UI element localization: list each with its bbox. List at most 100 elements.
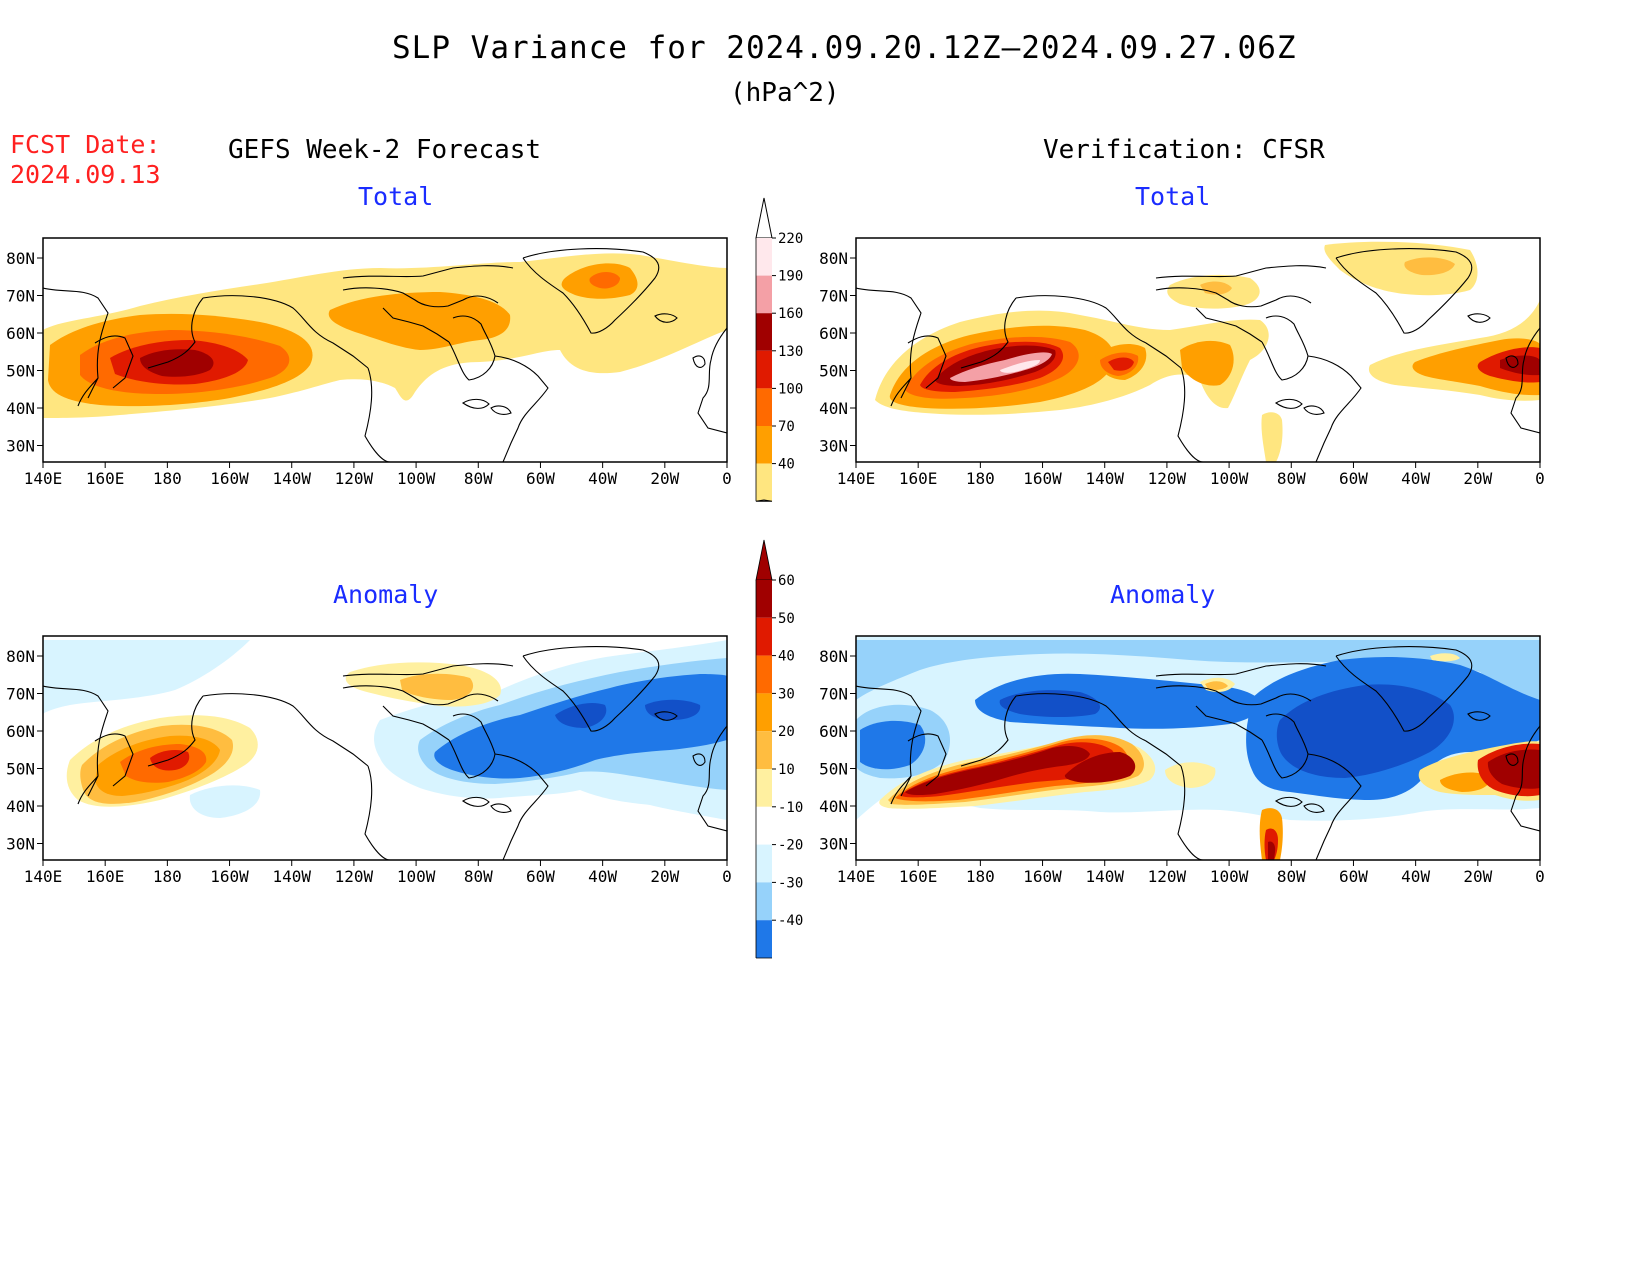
lat-label: 70N — [819, 685, 848, 704]
colorbar-label: 190 — [778, 269, 803, 285]
colorbar-label: 50 — [778, 611, 795, 627]
colorbar-label: 10 — [778, 762, 795, 778]
colorbar-label: 40 — [778, 649, 795, 665]
colorbar-swatch — [756, 920, 772, 958]
map-fcst-total: 80N 70N 60N 50N 40N 30N 140E 160E 180 160W 140W 12… — [6, 237, 732, 488]
lat-label: 30N — [6, 437, 35, 456]
lon-label: 40W — [1401, 867, 1430, 886]
lat-label: 60N — [6, 722, 35, 741]
colorbar-label: 60 — [778, 573, 795, 589]
right-column-title: Verification: CFSR — [1043, 135, 1325, 165]
lat-label: 80N — [819, 249, 848, 268]
lon-label: 20W — [1463, 867, 1492, 886]
lon-label: 20W — [650, 469, 679, 488]
lon-label: 140E — [837, 469, 876, 488]
lon-label: 160W — [210, 469, 249, 488]
lon-label: 140E — [837, 867, 876, 886]
panel-subtitle: Anomaly — [333, 580, 439, 609]
lon-label: 60W — [526, 867, 555, 886]
colorbar-label: -10 — [778, 800, 803, 816]
lon-label: 160E — [86, 469, 125, 488]
fcst-date-value: 2024.09.13 — [10, 160, 161, 189]
lon-label: 100W — [1210, 469, 1249, 488]
lon-label: 20W — [1463, 469, 1492, 488]
map-verif-anomaly: 80N 70N 60N 50N 40N 30N 140E 160E 180 160W 140W 12… — [819, 635, 1545, 886]
colorbar-total: 220 190 160 130 100 70 40 — [755, 197, 803, 502]
colorbar-swatch — [756, 275, 772, 314]
lon-axis-labels: 140E 160E 180 160W 140W 120W 100W 80W 60W 40W 20W 0 — [837, 462, 1545, 488]
lat-axis-labels: 80N 70N 60N 50N 40N 30N — [6, 249, 43, 456]
left-column-title: GEFS Week-2 Forecast — [228, 135, 542, 165]
colorbar-anomaly: 60 50 40 30 20 10 -10 -20 -30 -40 — [755, 539, 803, 959]
lat-label: 30N — [6, 835, 35, 854]
colorbar-label: -40 — [778, 913, 803, 929]
fcst-date-label: FCST Date: — [10, 130, 161, 159]
lat-label: 80N — [6, 647, 35, 666]
lon-label: 160E — [86, 867, 125, 886]
colorbar-swatch — [756, 769, 772, 807]
colorbar-label: 30 — [778, 686, 795, 702]
lon-label: 140E — [24, 867, 63, 886]
colorbar-swatch — [756, 693, 772, 732]
colorbar-swatch — [756, 731, 772, 769]
colorbar-label: 100 — [778, 381, 803, 397]
lat-label: 60N — [6, 324, 35, 343]
colorbar-swatch — [756, 426, 772, 464]
lon-label: 40W — [1401, 469, 1430, 488]
lon-label: 120W — [335, 867, 374, 886]
lon-axis-labels: 140E 160E 180 160W 140W 120W 100W 80W 60W 40W 20W 0 — [24, 860, 732, 886]
colorbar-top-arrow — [755, 197, 773, 239]
lat-label: 80N — [819, 647, 848, 666]
lat-label: 50N — [819, 760, 848, 779]
lon-label: 160W — [210, 867, 249, 886]
lon-label: 40W — [588, 867, 617, 886]
colorbar-swatch — [756, 617, 772, 656]
colorbar-bottom-arrow — [755, 499, 773, 502]
colorbar-swatch — [756, 238, 772, 276]
lon-label: 180 — [966, 867, 995, 886]
lon-label: 180 — [153, 867, 182, 886]
lon-label: 0 — [722, 867, 732, 886]
lon-label: 160E — [899, 469, 938, 488]
lon-label: 140W — [1085, 867, 1124, 886]
lat-axis-labels: 80N 70N 60N 50N 40N 30N — [819, 647, 856, 854]
colorbar-label: 40 — [778, 457, 795, 473]
colorbar-label: -30 — [778, 875, 803, 891]
panel-subtitle: Total — [1135, 182, 1211, 211]
lon-label: 80W — [1277, 867, 1306, 886]
lat-label: 30N — [819, 437, 848, 456]
colorbar-label: 70 — [778, 419, 795, 435]
panel-subtitle: Anomaly — [1110, 580, 1216, 609]
lat-label: 30N — [819, 835, 848, 854]
lon-label: 140W — [272, 469, 311, 488]
colorbar-label: 130 — [778, 344, 803, 360]
lon-axis-labels: 140E 160E 180 160W 140W 120W 100W 80W 60W 40W 20W 0 — [24, 462, 732, 488]
panel-subtitle: Total — [358, 182, 434, 211]
lon-label: 120W — [1148, 469, 1187, 488]
lat-axis-labels: 80N 70N 60N 50N 40N 30N — [819, 249, 856, 456]
lat-label: 70N — [6, 287, 35, 306]
lon-label: 80W — [464, 867, 493, 886]
lon-label: 0 — [1535, 469, 1545, 488]
lon-label: 180 — [153, 469, 182, 488]
colorbar-swatch — [756, 844, 772, 883]
colorbar-swatch — [756, 350, 772, 389]
page-title: SLP Variance for 2024.09.20.12Z–2024.09.… — [392, 30, 1297, 66]
lon-label: 140W — [1085, 469, 1124, 488]
units-label: (hPa^2) — [730, 78, 840, 108]
lon-label: 60W — [526, 469, 555, 488]
colorbar-label: 160 — [778, 306, 803, 322]
lon-label: 0 — [722, 469, 732, 488]
colorbar-swatch — [756, 463, 772, 502]
lon-label: 40W — [588, 469, 617, 488]
colorbar-label: 20 — [778, 724, 795, 740]
lon-axis-labels: 140E 160E 180 160W 140W 120W 100W 80W 60W 40W 20W 0 — [837, 860, 1545, 886]
lon-label: 140E — [24, 469, 63, 488]
lon-label: 100W — [397, 469, 436, 488]
map-fcst-anomaly: 80N 70N 60N 50N 40N 30N 140E 160E 180 160W 140W 12… — [6, 635, 732, 886]
lon-label: 120W — [1148, 867, 1187, 886]
lat-label: 50N — [6, 362, 35, 381]
lon-label: 100W — [1210, 867, 1249, 886]
colorbar-label: -20 — [778, 838, 803, 854]
